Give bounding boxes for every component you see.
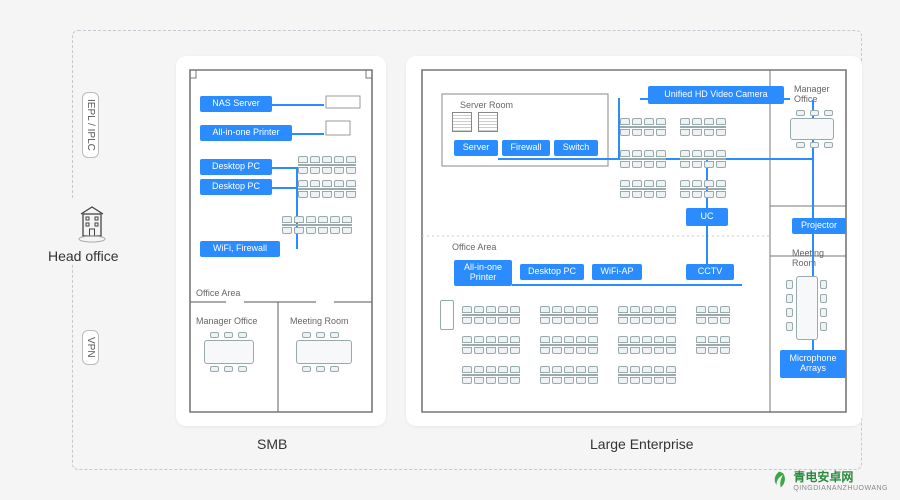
vpn-label: VPN (82, 330, 99, 365)
leaf-icon (769, 470, 789, 490)
desk-cluster (620, 150, 666, 168)
conn (292, 133, 324, 135)
tag-projector: Projector (792, 218, 846, 234)
tag-desktop-ent: Desktop PC (520, 264, 584, 280)
desk-cluster (680, 180, 726, 198)
head-office-label: Head office (48, 248, 119, 264)
smb-caption: SMB (257, 436, 287, 452)
rack (452, 112, 472, 132)
label-meeting-room: Meeting Room (290, 316, 349, 326)
conn (272, 104, 324, 106)
desk-cluster (282, 216, 352, 234)
desk-cluster (618, 336, 676, 354)
tag-desktop1: Desktop PC (200, 159, 272, 175)
tag-printer-ent: All-in-one Printer (454, 260, 512, 286)
table (790, 118, 834, 140)
iepl-label: IEPL / IPLC (82, 92, 99, 158)
watermark-sub: QINGDIANANZHUOWANG (793, 485, 888, 492)
table (296, 340, 352, 364)
desk-cluster (620, 118, 666, 136)
desk-cluster (298, 156, 356, 174)
label-office-area: Office Area (196, 288, 240, 298)
desk-cluster (540, 336, 598, 354)
tag-server: Server (454, 140, 498, 156)
desk-cluster (680, 118, 726, 136)
desk-cluster (462, 366, 520, 384)
tag-wifi: WiFi, Firewall (200, 241, 280, 257)
desk-cluster (620, 180, 666, 198)
table (204, 340, 254, 364)
desk-cluster (618, 366, 676, 384)
label-meeting-room-ent: Meeting Room (792, 248, 824, 268)
tag-mic: Microphone Arrays (780, 350, 846, 378)
conn (272, 167, 298, 169)
desk-cluster (298, 180, 356, 198)
enterprise-caption: Large Enterprise (590, 436, 694, 452)
watermark: 青电安卓网 QINGDIANANZHUOWANG (769, 468, 888, 492)
tag-wifiap: WiFi-AP (592, 264, 642, 280)
label-manager-office: Manager Office (196, 316, 257, 326)
conn (512, 284, 742, 286)
desk-cluster (696, 336, 730, 354)
label-office-area-ent: Office Area (452, 242, 496, 252)
sofa (440, 300, 454, 330)
tag-nas: NAS Server (200, 96, 272, 112)
desk-cluster (540, 306, 598, 324)
desk-cluster (462, 306, 520, 324)
tag-switch: Switch (554, 140, 598, 156)
tag-firewall: Firewall (502, 140, 550, 156)
tag-printer: All-in-one Printer (200, 125, 292, 141)
conn (272, 187, 298, 189)
label-server-room: Server Room (460, 100, 513, 110)
table (796, 276, 818, 340)
conn (748, 158, 812, 160)
desk-cluster (540, 366, 598, 384)
tag-uc: UC (686, 208, 728, 226)
rack (478, 112, 498, 132)
tag-desktop2: Desktop PC (200, 179, 272, 195)
watermark-title: 青电安卓网 (793, 470, 853, 484)
building-icon-front (75, 204, 109, 244)
tag-camera: Unified HD Video Camera (648, 86, 784, 104)
desk-cluster (462, 336, 520, 354)
desk-cluster (696, 306, 730, 324)
tag-cctv: CCTV (686, 264, 734, 280)
desk-cluster (680, 150, 726, 168)
conn (706, 225, 708, 265)
desk-cluster (618, 306, 676, 324)
